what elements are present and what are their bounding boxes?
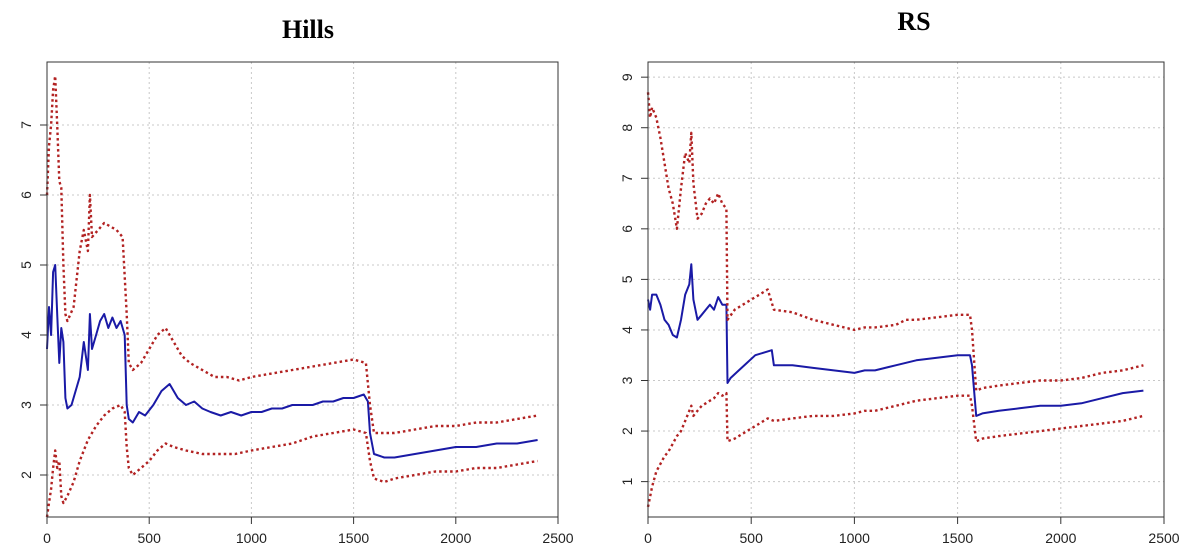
x-tick-label: 0 [644, 530, 652, 546]
y-tick-label: 3 [18, 401, 34, 409]
chart-title: RS [897, 7, 930, 36]
x-tick-label: 2500 [542, 530, 573, 546]
x-tick-label: 1000 [236, 530, 267, 546]
series-upper-bound-line [45, 74, 538, 435]
x-tick-label: 500 [138, 530, 162, 546]
chart-hills: Hills 0 500 1000 1500 2000 2500 2 3 4 5 6 7 [18, 15, 574, 546]
y-tick-label: 7 [18, 121, 34, 129]
plot-frame [46, 61, 559, 518]
series-lower-bound-line [646, 391, 1144, 508]
y-tick-label: 2 [619, 427, 635, 435]
series-upper-bound-line [646, 92, 1144, 392]
plot-frame [647, 61, 1165, 518]
grid [647, 62, 1165, 517]
grid [46, 62, 559, 517]
x-tick-label: 1000 [839, 530, 870, 546]
x-tick-label: 0 [43, 530, 51, 546]
chart-title: Hills [282, 15, 334, 44]
y-tick-label: 7 [619, 174, 635, 182]
y-tick-label: 6 [18, 191, 34, 199]
y-tick-label: 1 [619, 478, 635, 486]
y-tick-label: 2 [18, 471, 34, 479]
x-tick-label: 2000 [440, 530, 471, 546]
x-tick-label: 2000 [1045, 530, 1076, 546]
x-tick-label: 500 [740, 530, 764, 546]
y-tick-label: 4 [18, 331, 34, 339]
chart-rs: RS 0 500 1000 1500 2000 2500 1 2 3 4 5 6 7 8 9 [619, 7, 1180, 546]
y-tick-label: 9 [619, 73, 635, 81]
y-tick-label: 3 [619, 376, 635, 384]
y-tick-label: 5 [18, 261, 34, 269]
series-estimate-line [647, 263, 1144, 417]
y-tick-label: 5 [619, 275, 635, 283]
y-tick-label: 4 [619, 326, 635, 334]
x-tick-label: 1500 [942, 530, 973, 546]
y-tick-label: 6 [619, 225, 635, 233]
x-tick-label: 1500 [338, 530, 369, 546]
series-lower-bound-line [45, 403, 538, 518]
series-estimate-line [46, 264, 538, 459]
x-tick-label: 2500 [1148, 530, 1179, 546]
y-tick-label: 8 [619, 124, 635, 132]
